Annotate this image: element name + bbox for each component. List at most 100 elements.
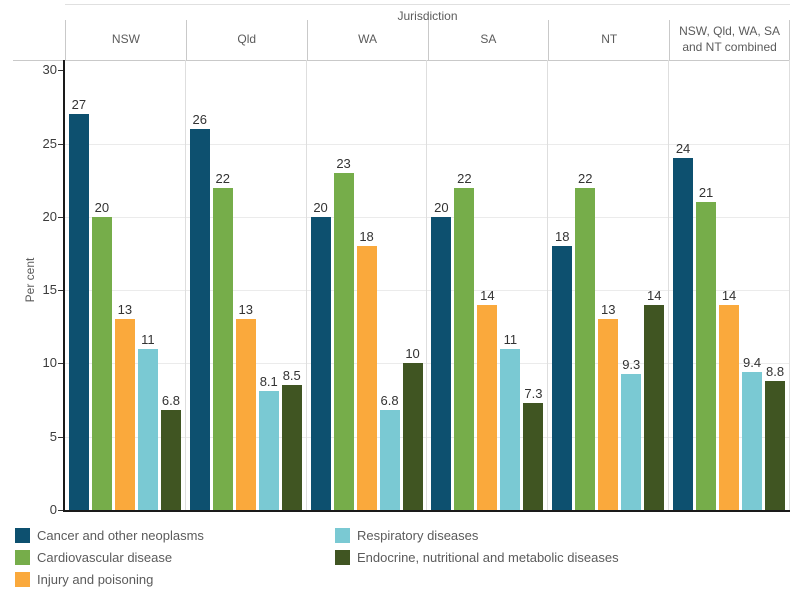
category-panel: 26 22 13 8.1 8.5 <box>186 60 307 510</box>
bar: 22 <box>212 171 233 510</box>
category-panel: 20 23 18 6.8 10 <box>307 60 428 510</box>
legend-label: Endocrine, nutritional and metabolic dis… <box>357 549 619 565</box>
y-axis-tick <box>58 216 63 218</box>
y-tick-label: 15 <box>42 282 57 298</box>
legend-label: Cardiovascular disease <box>37 549 173 565</box>
y-axis-tick <box>58 143 63 145</box>
bar-value-label: 27 <box>71 97 87 113</box>
bar-value-label: 13 <box>238 302 253 318</box>
bar-value-label: 18 <box>359 229 374 245</box>
legend-item: Respiratory diseases <box>335 526 478 544</box>
bar-value-label: 13 <box>601 302 616 318</box>
bar-value-label: 22 <box>578 170 593 186</box>
legend-item: Cardiovascular disease <box>15 548 172 566</box>
column-header: SA <box>427 20 549 60</box>
column-header: NSW, Qld, WA, SA and NT combined <box>669 20 790 60</box>
bar-value-label: 9.4 <box>743 355 762 371</box>
bar: 6.8 <box>160 393 181 510</box>
bar-value-label: 24 <box>675 141 691 157</box>
legend-label: Cancer and other neoplasms <box>37 527 204 543</box>
y-tick-label: 5 <box>49 428 57 444</box>
bar: 18 <box>356 229 377 510</box>
legend-swatch <box>15 549 30 565</box>
bar: 8.5 <box>281 368 302 510</box>
bar: 7.3 <box>523 386 544 510</box>
bar-value-label: 23 <box>336 155 351 171</box>
legend-label: Injury and poisoning <box>37 571 154 587</box>
bar-value-label: 18 <box>555 229 570 245</box>
bar-value-label: 14 <box>647 287 662 303</box>
bar: 8.8 <box>765 364 786 510</box>
bar: 11 <box>137 332 158 510</box>
category-panel: 20 22 14 11 7.3 <box>428 60 549 510</box>
bar-value-label: 14 <box>480 287 495 303</box>
y-axis-tick <box>58 510 63 511</box>
y-tick-label: 10 <box>42 355 57 371</box>
column-header: WA <box>306 20 428 60</box>
gridline <box>65 436 790 438</box>
y-tick-label: 0 <box>49 502 57 517</box>
bar: 14 <box>719 288 740 510</box>
legend-item: Endocrine, nutritional and metabolic dis… <box>335 548 619 566</box>
category-panel: 24 21 14 9.4 8.8 <box>669 60 790 510</box>
bar-value-label: 6.8 <box>161 393 180 409</box>
bar: 23 <box>333 156 354 510</box>
bar: 20 <box>431 200 452 510</box>
column-header: NT <box>548 20 669 60</box>
legend-item: Injury and poisoning <box>15 570 153 588</box>
gridline <box>65 216 790 218</box>
bar: 13 <box>235 302 256 510</box>
legend-swatch <box>335 549 350 565</box>
axis-field-label: Jurisdiction <box>65 4 790 23</box>
bar: 20 <box>91 200 112 510</box>
bar: 11 <box>500 332 521 510</box>
bar-value-label: 22 <box>457 170 472 186</box>
legend-item: Cancer and other neoplasms <box>15 526 204 544</box>
bar-value-label: 11 <box>141 331 155 347</box>
bar: 22 <box>454 171 475 510</box>
bar-value-label: 8.1 <box>259 374 278 390</box>
bar: 9.4 <box>742 355 763 510</box>
bar: 6.8 <box>379 393 400 510</box>
bar: 21 <box>696 185 717 510</box>
bar: 13 <box>114 302 135 510</box>
bar-value-label: 20 <box>94 199 110 215</box>
y-axis-tick <box>58 363 63 365</box>
bar: 27 <box>68 97 89 510</box>
y-axis-tick <box>58 290 63 292</box>
y-axis-tick <box>58 436 63 438</box>
gridline <box>65 363 790 365</box>
column-header: Qld <box>185 20 307 60</box>
legend-swatch <box>15 571 30 587</box>
y-axis-tick <box>58 70 63 72</box>
bar-value-label: 21 <box>698 185 714 201</box>
bar: 14 <box>644 288 665 510</box>
y-tick-label: 25 <box>42 135 57 151</box>
category-panel: 27 20 13 11 6.8 <box>65 60 186 510</box>
bar-value-label: 8.5 <box>282 368 301 384</box>
column-header: NSW <box>65 20 186 60</box>
bar-value-label: 20 <box>313 199 328 215</box>
bar-value-label: 11 <box>503 331 518 347</box>
y-tick-label: 20 <box>42 208 57 224</box>
legend-swatch <box>15 527 30 543</box>
bar-value-label: 8.8 <box>766 364 785 380</box>
legend-label: Respiratory diseases <box>357 527 479 543</box>
bar-value-label: 7.3 <box>524 386 543 401</box>
bar: 14 <box>477 288 498 510</box>
gridline <box>65 290 790 292</box>
bar: 9.3 <box>621 357 642 510</box>
bar: 26 <box>189 112 210 510</box>
bar: 18 <box>552 229 573 510</box>
bar-value-label: 26 <box>192 111 207 127</box>
bar: 24 <box>673 141 694 510</box>
bar-value-label: 13 <box>117 302 133 318</box>
bar: 20 <box>310 200 331 510</box>
bar: 22 <box>575 171 596 510</box>
y-axis-line <box>63 60 65 510</box>
bar-value-label: 6.8 <box>380 393 399 409</box>
bar-value-label: 10 <box>405 346 420 362</box>
bar: 13 <box>598 302 619 510</box>
bar-value-label: 20 <box>434 199 449 215</box>
